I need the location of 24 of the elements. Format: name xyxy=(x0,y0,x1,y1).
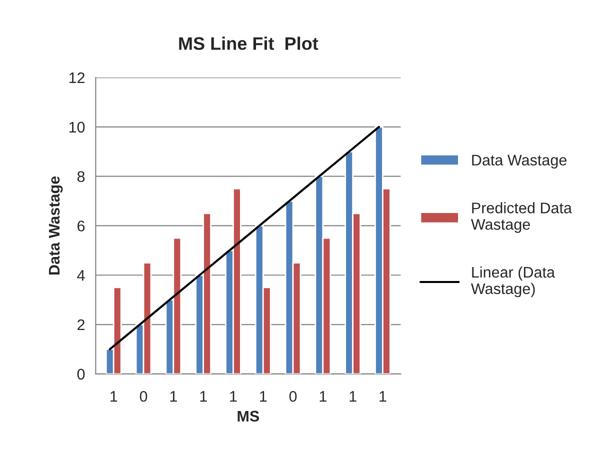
y-axis-title: Data Wastage xyxy=(48,176,63,274)
legend-label: Data Wastage xyxy=(472,154,566,169)
y-tick-label: 12 xyxy=(69,72,84,84)
y-tick-label: 2 xyxy=(78,319,84,330)
x-tick-label: 1 xyxy=(230,391,237,402)
x-tick-label: 1 xyxy=(110,391,118,402)
y-tick-label: 6 xyxy=(78,220,85,232)
line-series xyxy=(108,126,380,350)
y-tick-label: 8 xyxy=(77,171,85,182)
x-tick-label: 1 xyxy=(320,391,326,402)
x-tick-label: 1 xyxy=(380,391,386,402)
legend-label: Predicted Data Wastage xyxy=(470,202,572,233)
x-tick-label: 0 xyxy=(289,390,297,402)
y-tick-label: 10 xyxy=(69,122,85,133)
chart-title: MS Line Fit Plot xyxy=(179,36,318,50)
y-tick-label: 0 xyxy=(77,368,85,380)
x-tick-label: 1 xyxy=(170,391,177,402)
y-tick-label: 4 xyxy=(77,270,85,281)
x-axis-title: MS xyxy=(238,410,260,422)
x-tick-label: 1 xyxy=(260,391,267,402)
x-tick-label: 0 xyxy=(140,390,148,402)
x-tick-label: 1 xyxy=(350,391,356,402)
legend-label: Linear (Data Wastage) xyxy=(470,266,555,298)
x-tick-label: 1 xyxy=(200,391,207,402)
